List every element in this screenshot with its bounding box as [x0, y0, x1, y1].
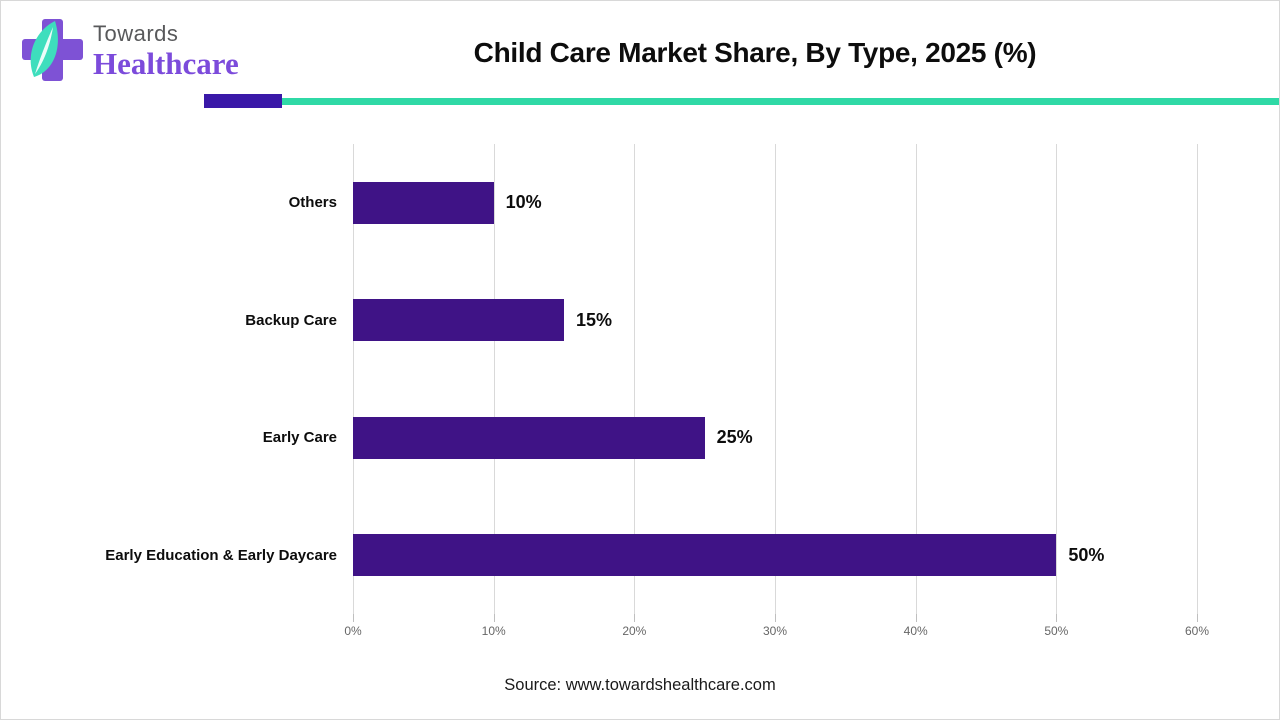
plot-area: 10% 15% 25% 50% [353, 144, 1198, 622]
x-tick-label: 40% [903, 624, 928, 638]
x-tick-label: 30% [762, 624, 788, 638]
accent-purple-segment [204, 94, 282, 108]
brand-logo: Towards Healthcare [21, 17, 239, 83]
value-label: 50% [1068, 544, 1105, 565]
gridline [775, 144, 776, 614]
category-label: Others [288, 194, 337, 212]
category-label: Backup Care [245, 311, 337, 329]
bar-early-care [353, 416, 705, 459]
axis-tick [915, 614, 917, 622]
source-text: Source: www.towardshealthcare.com [504, 676, 776, 694]
gridline [915, 144, 917, 614]
header-accent-line [204, 94, 1279, 108]
axis-tick [775, 614, 776, 622]
value-label: 25% [716, 427, 753, 448]
axis-tick [493, 614, 495, 622]
x-tick-label: 0% [344, 624, 362, 638]
x-tick-label: 10% [481, 624, 506, 638]
value-label: 15% [576, 309, 613, 330]
logo-wordmark: Towards Healthcare [93, 17, 239, 81]
bar-others [353, 181, 494, 224]
bar-backup-care [353, 299, 564, 342]
x-axis: 0% 10% 20% 30% 40% 50% 60% [344, 624, 1209, 644]
gridline [353, 144, 354, 614]
brand-top-text: Towards [93, 21, 179, 46]
x-tick-label: 60% [1184, 624, 1210, 638]
axis-tick [1197, 614, 1198, 622]
x-tick-label: 20% [622, 624, 647, 638]
chart-title: Child Care Market Share, By Type, 2025 (… [473, 37, 1037, 68]
cross-leaf-svg [22, 19, 83, 81]
category-axis: Others Backup Care Early Care Early Educati… [1, 144, 337, 614]
category-label: Early Care [262, 429, 337, 447]
axis-tick [1056, 614, 1058, 622]
logo-cross-leaf-icon [21, 17, 83, 83]
bar-early-education-early-daycare [353, 534, 1057, 577]
accent-teal-segment [282, 97, 1279, 105]
value-label: 10% [505, 192, 542, 213]
brand-bottom-text: Healthcare [93, 46, 239, 81]
axis-tick [634, 614, 636, 622]
category-label: Early Education & Early Daycare [105, 546, 337, 564]
axis-tick [353, 614, 354, 622]
gridline [1197, 144, 1198, 614]
gridline [493, 144, 495, 614]
gridline [1056, 144, 1058, 614]
gridline [634, 144, 636, 614]
x-tick-label: 50% [1044, 624, 1069, 638]
